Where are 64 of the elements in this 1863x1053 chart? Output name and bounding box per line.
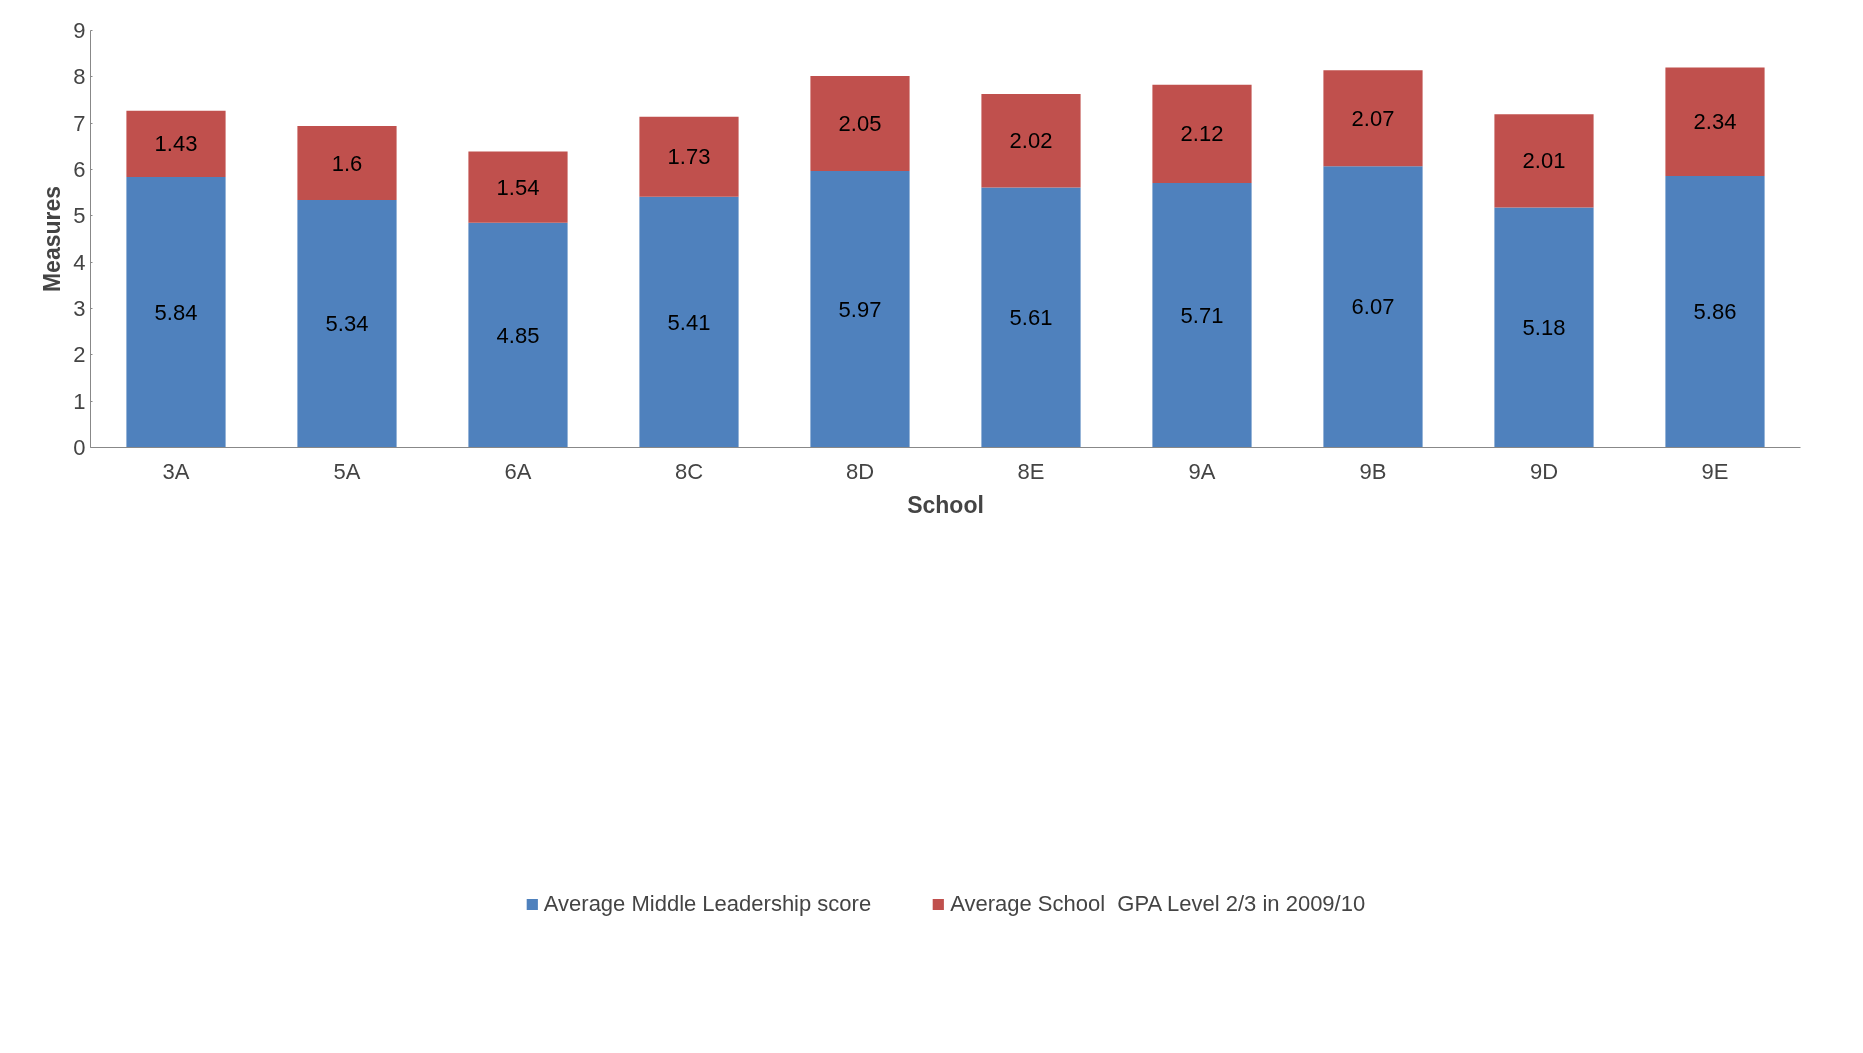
y-tick-label: 6: [73, 157, 86, 182]
data-label: 6.07: [1351, 294, 1395, 320]
y-tick-label: 0: [73, 435, 86, 460]
x-tick-label: 8E: [1017, 458, 1045, 484]
data-label: 1.43: [154, 131, 198, 157]
data-label: 2.01: [1522, 148, 1566, 174]
x-tick-label: 9D: [1529, 458, 1559, 484]
bar: [1665, 175, 1765, 448]
bar: [1494, 207, 1594, 448]
x-tick-label: 9A: [1188, 458, 1216, 484]
data-label: 4.85: [496, 322, 540, 348]
bar: [810, 75, 910, 171]
y-tick-label: 2: [73, 342, 86, 368]
legend-label: Average Middle Leadership score: [543, 890, 872, 917]
y-tick-label: 1: [73, 388, 86, 414]
y-tick-label: 7: [73, 110, 86, 136]
bar: [297, 200, 397, 448]
data-label: 5.41: [667, 309, 711, 335]
legend-label: Average School GPA Level 2/3 in 2009/10: [950, 890, 1366, 917]
bar: [1323, 166, 1423, 448]
x-tick-label: 8D: [845, 458, 875, 484]
bar: [297, 125, 397, 201]
y-tick-label: 3: [73, 296, 86, 321]
x-tick-label: 5A: [333, 458, 361, 484]
bar: [1152, 182, 1252, 448]
bar: [810, 170, 910, 448]
data-label: 2.12: [1180, 121, 1224, 147]
y-tick-label: 4: [73, 249, 86, 275]
x-tick-label: 6A: [504, 458, 532, 484]
data-label: 2.02: [1009, 128, 1053, 154]
bar: [639, 196, 739, 448]
y-tick-label: 9: [73, 18, 86, 43]
bar: [468, 222, 568, 448]
bar: [468, 151, 568, 223]
bar: [1152, 84, 1252, 183]
x-tick-label: 9E: [1701, 458, 1729, 484]
bar: [126, 176, 226, 448]
x-axis-title: School: [907, 491, 984, 518]
data-label: 2.07: [1351, 105, 1395, 131]
data-label: 5.18: [1522, 315, 1566, 340]
data-label: 2.05: [838, 110, 882, 136]
y-axis-title: Measures: [39, 185, 66, 293]
data-label: 5.86: [1693, 299, 1737, 325]
data-label: 5.34: [325, 311, 369, 337]
x-tick-label: 3A: [162, 458, 190, 484]
data-label: 5.71: [1180, 302, 1224, 328]
data-label: 5.97: [838, 296, 882, 322]
data-label: 2.34: [1693, 109, 1737, 135]
bar: [981, 93, 1081, 188]
bar: [639, 116, 739, 197]
data-label: 1.6: [331, 150, 363, 176]
x-tick-label: 8C: [674, 458, 704, 484]
data-label: 5.84: [154, 299, 198, 325]
y-tick-label: 8: [73, 64, 86, 90]
y-tick-label: 5: [73, 203, 86, 229]
bar: [1494, 114, 1594, 208]
bar: [1323, 70, 1423, 167]
data-label: 1.54: [496, 174, 540, 200]
data-label: 1.73: [667, 144, 711, 170]
x-tick-label: 9B: [1359, 458, 1387, 484]
bar: [126, 110, 226, 177]
bar: [1665, 67, 1765, 176]
data-label: 5.61: [1009, 305, 1053, 331]
bar: [981, 187, 1081, 448]
